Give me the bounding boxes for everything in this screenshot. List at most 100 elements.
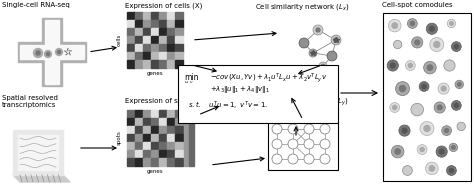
Bar (175, 36, 182, 44)
Bar (167, 12, 175, 20)
Text: Spatial resolved
transcriptomics: Spatial resolved transcriptomics (2, 95, 58, 108)
Circle shape (313, 25, 323, 35)
Bar (135, 60, 143, 68)
Circle shape (439, 149, 444, 154)
Circle shape (320, 154, 330, 164)
Bar (127, 20, 135, 28)
Bar (151, 60, 159, 68)
Circle shape (321, 64, 325, 68)
Circle shape (447, 166, 456, 175)
Bar (175, 142, 182, 150)
Bar (135, 28, 143, 36)
Bar (135, 110, 143, 118)
Bar (135, 142, 143, 150)
Bar (184, 158, 189, 166)
Text: Cell-spot comodules: Cell-spot comodules (382, 2, 453, 8)
Bar (167, 126, 175, 134)
Bar (175, 126, 182, 134)
Circle shape (46, 52, 50, 56)
Circle shape (451, 42, 461, 52)
Bar (127, 150, 135, 158)
Bar (143, 52, 151, 60)
Circle shape (411, 103, 424, 116)
Circle shape (402, 166, 412, 175)
Circle shape (434, 41, 440, 47)
Text: X coordinates: X coordinates (184, 79, 188, 109)
Bar (175, 150, 182, 158)
Circle shape (331, 35, 341, 45)
Bar (159, 52, 167, 60)
Circle shape (427, 65, 433, 70)
Bar (135, 134, 143, 142)
Bar (143, 150, 151, 158)
Circle shape (420, 147, 424, 152)
Bar (143, 12, 151, 20)
Circle shape (334, 38, 338, 42)
Bar (175, 110, 182, 118)
Circle shape (320, 124, 330, 134)
Circle shape (396, 82, 410, 96)
Circle shape (444, 60, 455, 71)
Bar (159, 142, 167, 150)
Circle shape (426, 162, 438, 175)
Text: Spot neighbor network ($L_y$): Spot neighbor network ($L_y$) (253, 97, 349, 108)
Circle shape (422, 84, 426, 89)
Circle shape (441, 86, 446, 91)
Bar (135, 44, 143, 52)
Bar (167, 20, 175, 28)
Bar (135, 158, 143, 166)
Bar (143, 118, 151, 126)
Circle shape (447, 19, 456, 28)
Circle shape (434, 102, 445, 113)
Circle shape (449, 168, 454, 173)
Text: $s.t. \quad u^Tu=1, \ v^Tv=1.$: $s.t. \quad u^Tu=1, \ v^Tv=1.$ (188, 100, 268, 112)
Circle shape (445, 129, 449, 133)
Circle shape (395, 149, 401, 154)
Bar (184, 134, 189, 142)
Circle shape (272, 154, 282, 164)
Circle shape (415, 40, 419, 45)
Bar (167, 134, 175, 142)
Circle shape (320, 139, 330, 149)
Circle shape (424, 126, 430, 132)
Bar (189, 142, 193, 150)
Bar (151, 110, 159, 118)
Circle shape (449, 143, 457, 152)
Bar (135, 20, 143, 28)
Bar (167, 52, 175, 60)
Text: $_{u,v}$: $_{u,v}$ (184, 80, 194, 85)
Text: Single-cell RNA-seq: Single-cell RNA-seq (2, 2, 70, 8)
Circle shape (392, 105, 397, 110)
Bar (135, 36, 143, 44)
Bar (151, 142, 159, 150)
Bar (151, 158, 159, 166)
Circle shape (392, 145, 404, 158)
Polygon shape (13, 130, 63, 175)
Circle shape (288, 139, 298, 149)
Circle shape (55, 49, 63, 55)
Bar (159, 60, 167, 68)
Circle shape (304, 154, 314, 164)
Circle shape (288, 154, 298, 164)
Circle shape (457, 83, 461, 86)
Circle shape (304, 139, 314, 149)
Circle shape (429, 26, 434, 31)
Bar (143, 134, 151, 142)
Circle shape (387, 60, 398, 71)
Bar (151, 126, 159, 134)
Bar (127, 12, 135, 20)
Bar (135, 12, 143, 20)
Bar (184, 150, 189, 158)
Text: cells: cells (117, 34, 122, 46)
Bar (178, 65, 338, 123)
Circle shape (405, 61, 415, 70)
Bar (175, 60, 182, 68)
Circle shape (411, 37, 423, 48)
Bar (151, 150, 159, 158)
Bar (127, 60, 135, 68)
Circle shape (272, 139, 282, 149)
Bar (127, 134, 135, 142)
Polygon shape (13, 175, 70, 182)
Bar (127, 36, 135, 44)
Bar (167, 44, 175, 52)
